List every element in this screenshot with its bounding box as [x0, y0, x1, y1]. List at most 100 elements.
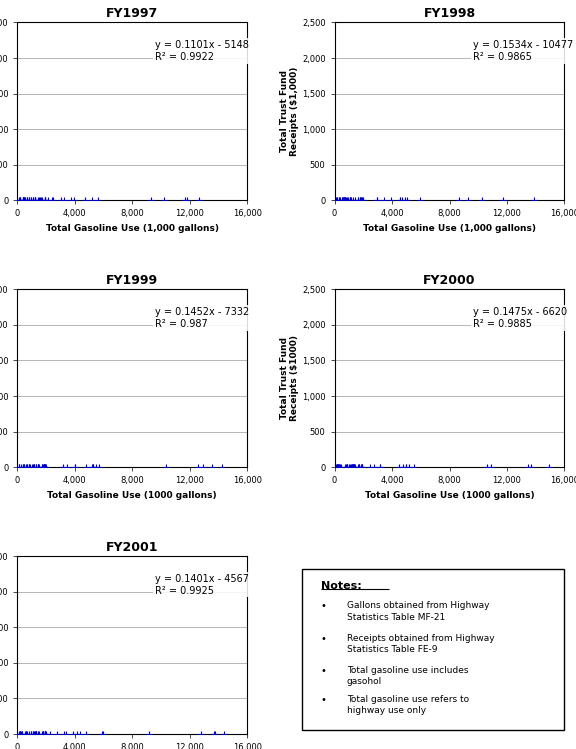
Text: Receipts obtained from Highway
Statistics Table FE-9: Receipts obtained from Highway Statistic… — [347, 634, 495, 654]
Point — [33, 461, 43, 473]
Point — [31, 728, 40, 740]
Point — [194, 194, 203, 206]
Point — [26, 194, 35, 206]
Point — [39, 461, 48, 473]
Point — [349, 461, 358, 473]
Point — [40, 461, 50, 473]
Point — [31, 461, 40, 473]
Point — [334, 461, 343, 473]
Point — [38, 461, 47, 473]
Point — [339, 194, 348, 206]
Point — [24, 461, 33, 473]
Point — [357, 461, 366, 473]
Point — [39, 461, 48, 473]
Point — [159, 194, 168, 206]
Point — [332, 194, 341, 206]
Text: y = 0.1401x - 4567
R² = 0.9925: y = 0.1401x - 4567 R² = 0.9925 — [155, 574, 249, 595]
Point — [405, 461, 414, 473]
Point — [24, 194, 33, 206]
Point — [31, 194, 40, 206]
Point — [338, 194, 347, 206]
Point — [338, 194, 347, 206]
Point — [355, 194, 364, 206]
Point — [19, 461, 28, 473]
Point — [16, 728, 25, 740]
Text: •: • — [321, 634, 327, 643]
Point — [358, 194, 367, 206]
Point — [415, 194, 425, 206]
Point — [22, 728, 31, 740]
Point — [28, 194, 37, 206]
Point — [59, 194, 68, 206]
Point — [477, 194, 486, 206]
Point — [380, 194, 389, 206]
Point — [46, 728, 55, 740]
Point — [144, 728, 153, 740]
Point — [37, 461, 47, 473]
Point — [40, 728, 50, 740]
Point — [401, 461, 410, 473]
Point — [339, 194, 348, 206]
Point — [523, 461, 532, 473]
Point — [22, 194, 31, 206]
Point — [52, 728, 62, 740]
Point — [97, 728, 107, 740]
Point — [354, 461, 363, 473]
Point — [15, 461, 24, 473]
Point — [20, 194, 29, 206]
Point — [409, 461, 418, 473]
Point — [146, 194, 156, 206]
Point — [32, 461, 41, 473]
Point — [16, 194, 25, 206]
Point — [68, 728, 77, 740]
Point — [22, 194, 32, 206]
Point — [348, 461, 358, 473]
Point — [40, 461, 49, 473]
Point — [162, 461, 171, 473]
Point — [357, 194, 366, 206]
Point — [342, 461, 351, 473]
Text: Total gasoline use includes
gasohol: Total gasoline use includes gasohol — [347, 666, 468, 686]
Point — [337, 461, 346, 473]
Point — [18, 194, 28, 206]
Point — [31, 728, 40, 740]
Point — [48, 194, 58, 206]
Point — [94, 194, 103, 206]
Point — [30, 461, 39, 473]
Point — [14, 194, 24, 206]
Title: FY1997: FY1997 — [106, 7, 158, 20]
Point — [94, 461, 103, 473]
Point — [486, 461, 495, 473]
Point — [40, 461, 49, 473]
Title: FY1999: FY1999 — [106, 273, 158, 287]
Point — [14, 461, 24, 473]
Point — [26, 194, 36, 206]
Y-axis label: Total Trust Fund
Receipts ($1,000): Total Trust Fund Receipts ($1,000) — [280, 67, 299, 156]
Point — [387, 194, 396, 206]
Point — [395, 461, 404, 473]
Point — [38, 728, 47, 740]
Point — [14, 728, 24, 740]
Point — [529, 194, 538, 206]
Point — [210, 728, 219, 740]
Point — [16, 728, 25, 740]
Point — [16, 194, 25, 206]
Point — [358, 194, 367, 206]
Point — [18, 461, 27, 473]
Point — [20, 728, 29, 740]
Point — [336, 461, 345, 473]
Point — [196, 728, 206, 740]
Point — [40, 461, 50, 473]
Point — [335, 194, 344, 206]
Point — [28, 728, 37, 740]
Point — [345, 194, 354, 206]
Point — [34, 461, 43, 473]
Point — [33, 728, 42, 740]
Point — [350, 461, 359, 473]
Point — [70, 461, 79, 473]
Point — [499, 194, 508, 206]
Point — [40, 728, 50, 740]
Point — [354, 461, 363, 473]
Point — [22, 194, 31, 206]
Point — [208, 461, 217, 473]
